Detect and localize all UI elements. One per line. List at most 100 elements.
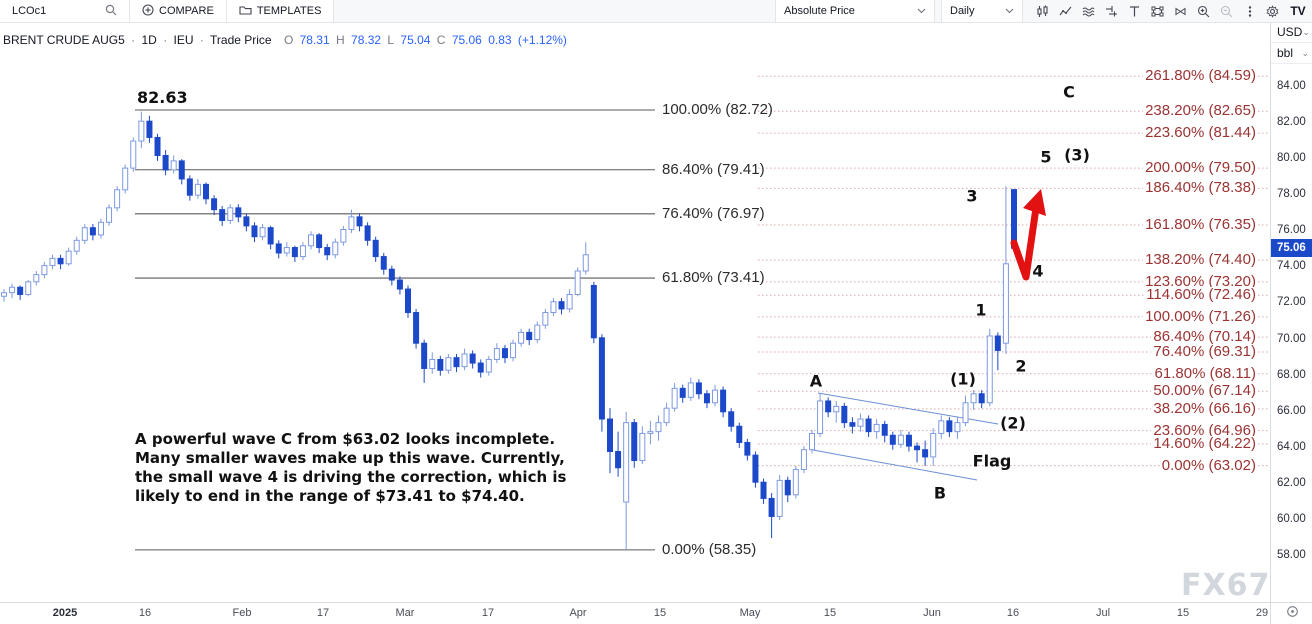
templates-button[interactable]: TEMPLATES — [226, 0, 335, 22]
line-chart-icon[interactable] — [1054, 0, 1077, 22]
more-options-icon[interactable] — [1238, 0, 1261, 22]
scale-settings-button[interactable] — [1270, 603, 1312, 624]
fib-extension-label[interactable]: 161.80% (76.35) — [1143, 215, 1258, 233]
fib-extension-label[interactable]: 114.60% (72.46) — [1144, 286, 1258, 304]
time-axis[interactable]: 2025 16 Feb 17 Mar 17 Apr 15 May 15 Jun 16 Jul 15 29 — [0, 602, 1312, 624]
candle — [1002, 186, 1009, 355]
candle — [380, 252, 387, 275]
price-tick: 58.00 — [1277, 549, 1306, 562]
candle — [251, 222, 258, 243]
candle — [146, 115, 153, 143]
flag-trendline[interactable] — [812, 449, 978, 481]
wave-label-C[interactable]: C — [1063, 82, 1075, 102]
text-tool-icon[interactable] — [1123, 0, 1146, 22]
fib-extension-label[interactable]: 186.40% (78.38) — [1143, 179, 1258, 197]
symbol-search-input[interactable]: LCOc1 — [0, 0, 130, 22]
fib-extension-label[interactable]: 238.20% (82.65) — [1143, 102, 1258, 120]
chart-region[interactable]: BRENT CRUDE AUG5 · 1D · IEU · Trade Pric… — [0, 22, 1312, 603]
wave-label-5[interactable]: 5 — [1040, 147, 1052, 167]
last-price-tag: 75.06 — [1271, 239, 1312, 258]
fib-extension-label[interactable]: 123.60% (73.20) — [1143, 272, 1258, 290]
fib-retracement-label[interactable]: 61.80% (73.41) — [662, 269, 765, 287]
wave-label-Flag[interactable]: Flag — [972, 451, 1012, 471]
candle — [558, 298, 565, 315]
fib-extension-label[interactable]: 138.20% (74.40) — [1143, 251, 1258, 269]
fib-extension-label[interactable]: 50.00% (67.14) — [1151, 382, 1258, 400]
settings-icon[interactable] — [1261, 0, 1284, 22]
time-tick: 2025 — [52, 607, 78, 619]
candle — [259, 224, 266, 241]
candlestick-chart — [1, 75, 1268, 551]
zoom-out-icon[interactable] — [1215, 0, 1238, 22]
rectangle-tool-icon[interactable] — [1146, 0, 1169, 22]
wave-label-3[interactable]: (3) — [1064, 145, 1090, 165]
low-value: 75.04 — [400, 33, 431, 47]
wave-label-3[interactable]: 3 — [966, 186, 978, 206]
fib-extension-label[interactable]: 223.60% (81.44) — [1143, 124, 1258, 142]
candle — [809, 429, 815, 454]
interval-select[interactable]: Daily — [941, 0, 1023, 22]
wave-label-2[interactable]: 2 — [1015, 356, 1027, 376]
candle — [639, 426, 646, 465]
fib-extension-label[interactable]: 14.60% (64.22) — [1151, 434, 1258, 452]
fib-extension-label[interactable]: 61.80% (68.11) — [1152, 364, 1258, 382]
fib-extension-label[interactable]: 23.60% (64.96) — [1151, 421, 1258, 439]
fib-retracement-label[interactable]: 86.40% (79.41) — [662, 160, 765, 178]
fib-retracement-label[interactable]: 0.00% (58.35) — [662, 540, 757, 558]
fib-retracement-label[interactable]: 100.00% (82.72) — [662, 101, 773, 118]
fib-retracement-label[interactable]: 76.40% (76.97) — [662, 204, 765, 222]
candle — [194, 178, 201, 199]
red-arrow-head[interactable] — [1023, 189, 1046, 216]
price-scale-select[interactable]: Absolute Price — [775, 0, 935, 22]
compare-button[interactable]: COMPARE — [130, 0, 227, 22]
candles-icon[interactable] — [1031, 0, 1054, 22]
candle — [800, 446, 807, 474]
high-price-label[interactable]: 82.63 — [137, 88, 188, 107]
price-tick: 74.00 — [1277, 260, 1306, 273]
fib-extension-label[interactable]: 86.40% (70.14) — [1151, 328, 1258, 346]
wave-label-1[interactable]: 1 — [975, 300, 987, 320]
wave-label-2[interactable]: (2) — [1000, 413, 1026, 433]
measure-icon[interactable] — [1100, 0, 1123, 22]
unit-selector[interactable]: bbl ⌄ — [1271, 43, 1312, 64]
compare-label: COMPARE — [159, 5, 214, 17]
tradingview-logo[interactable]: TV — [1290, 4, 1306, 18]
candle — [291, 245, 298, 262]
candle — [994, 332, 1001, 371]
fib-extension-label[interactable]: 200.00% (79.50) — [1143, 159, 1258, 177]
symbol-info[interactable]: BRENT CRUDE AUG5 · 1D · IEU · Trade Pric… — [3, 33, 570, 47]
fib-extension-label[interactable]: 100.00% (71.26) — [1143, 307, 1258, 325]
fib-extension-label[interactable]: 0.00% (63.02) — [1159, 456, 1258, 474]
price-tick: 66.00 — [1277, 404, 1306, 417]
candle — [865, 415, 872, 438]
fib-extension-label[interactable]: 76.40% (69.31) — [1151, 343, 1258, 361]
price-axis[interactable]: USD ⌄ bbl ⌄ 84.00 82.00 80.00 78.00 76.00 74.… — [1270, 22, 1312, 602]
candle — [477, 359, 484, 378]
wave-label-4[interactable]: 4 — [1032, 261, 1044, 281]
price-tick: 60.00 — [1277, 513, 1306, 526]
candle — [728, 408, 735, 432]
candle — [978, 390, 985, 409]
currency-selector[interactable]: USD ⌄ — [1271, 22, 1312, 43]
fib-extension-label[interactable]: 38.20% (66.16) — [1151, 399, 1258, 417]
candle — [332, 238, 339, 259]
polygon-tool-icon[interactable] — [1169, 0, 1192, 22]
candle — [65, 247, 72, 266]
high-value: 78.32 — [351, 33, 382, 47]
time-tick: Jun — [923, 607, 941, 619]
candle — [776, 474, 783, 521]
wave-label-B[interactable]: B — [933, 483, 947, 503]
wave-label-A[interactable]: A — [809, 371, 823, 391]
candle — [720, 386, 727, 418]
candle — [542, 308, 549, 329]
red-arrow[interactable] — [1010, 204, 1040, 281]
waves-icon[interactable] — [1077, 0, 1100, 22]
symbol-description[interactable]: BRENT CRUDE AUG5 — [3, 33, 125, 47]
analysis-note[interactable]: A powerful wave C from $63.02 looks inco… — [135, 430, 567, 505]
chevron-down-icon — [1005, 5, 1014, 17]
wave-label-1[interactable]: (1) — [950, 369, 976, 389]
fib-extension-label[interactable]: 261.80% (84.59) — [1143, 67, 1258, 85]
zoom-in-icon[interactable] — [1192, 0, 1215, 22]
candle — [413, 308, 420, 349]
candle — [41, 261, 48, 279]
